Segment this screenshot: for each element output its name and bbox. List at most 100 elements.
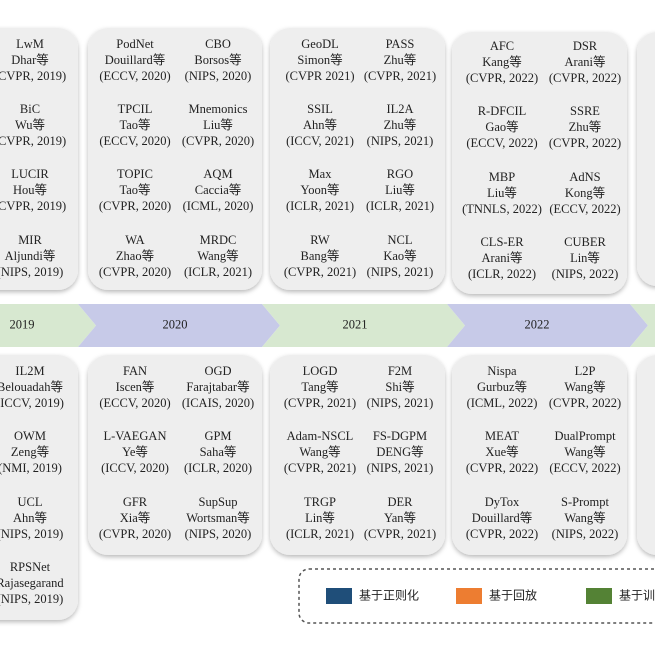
method-name: LwM [16, 37, 44, 51]
method-author: DENG等 [376, 444, 423, 459]
method-name: TRGP [304, 495, 336, 509]
method-name: R-DFCIL [478, 104, 527, 118]
column-box [270, 355, 445, 555]
method-venue: (ECCV, 2020) [99, 134, 170, 148]
method-venue: (ICCV, 2020) [101, 461, 169, 475]
method-name: MEAT [485, 429, 519, 443]
method-author: Rajasegarand [0, 576, 64, 590]
method-name: GeoDL [301, 37, 339, 51]
method-author: Zhu等 [569, 119, 602, 134]
method-venue: (CVPR, 2021) [284, 396, 356, 410]
method-name: DualPrompt [554, 429, 616, 443]
method-venue: (NIPS, 2019) [0, 527, 63, 541]
method-name: Mnemonics [188, 102, 247, 116]
method-name: MBP [489, 170, 515, 184]
legend-label: 基于正则化 [359, 589, 419, 603]
method-name: CBO [205, 37, 231, 51]
method-venue: (NIPS, 2021) [367, 265, 434, 279]
method-name: AFC [490, 39, 514, 53]
method-author: Douillard等 [472, 510, 532, 525]
method-author: Wang等 [564, 444, 605, 459]
method-venue: (NIPS, 2022) [552, 267, 619, 281]
method-name: LUCIR [11, 167, 49, 181]
method-name: GPM [204, 429, 231, 443]
method-name: CLS-ER [480, 235, 524, 249]
method-venue: (NIPS, 2021) [367, 396, 434, 410]
method-venue: (ICML, 2022) [467, 396, 538, 410]
legend-swatch [456, 588, 482, 604]
method-author: Liu等 [487, 185, 517, 200]
method-author: Kong等 [565, 185, 605, 200]
method-name: AQM [203, 167, 232, 181]
method-name: CUBER [564, 235, 606, 249]
method-name: NCL [388, 233, 413, 247]
column-box [637, 355, 655, 555]
method-author: Xue等 [485, 444, 518, 459]
method-author: Ye等 [122, 444, 148, 459]
year-label: 2019 [10, 317, 35, 331]
method-name: IL2M [15, 364, 44, 378]
method-name: SSRE [570, 104, 600, 118]
method-author: Wang等 [197, 248, 238, 263]
method-name: L2P [575, 364, 596, 378]
method-author: Belouadah等 [0, 379, 63, 394]
method-venue: (ICLR, 2021) [184, 265, 252, 279]
method-author: Yoon等 [300, 182, 339, 197]
method-author: Dhar等 [11, 52, 49, 67]
method-venue: (CVPR, 2020) [99, 265, 171, 279]
method-venue: (CVPR, 2021) [364, 527, 436, 541]
method-name: PodNet [116, 37, 154, 51]
method-author: Tao等 [119, 182, 150, 197]
method-name: DER [388, 495, 414, 509]
method-venue: (ICLR, 2021) [366, 199, 434, 213]
method-venue: (CVPR, 2021) [364, 69, 436, 83]
method-name: TPCIL [118, 102, 153, 116]
method-author: Ahn等 [13, 510, 47, 525]
timeline-arrow [78, 304, 280, 347]
method-venue: (CVPR, 2020) [182, 134, 254, 148]
method-name: OWM [14, 429, 46, 443]
method-name: SupSup [199, 495, 238, 509]
method-venue: (CVPR, 2022) [549, 136, 621, 150]
method-author: Caccia等 [195, 182, 242, 197]
method-author: Aljundi等 [5, 248, 56, 263]
method-venue: (ICLR, 2022) [468, 267, 536, 281]
method-author: Simon等 [297, 52, 342, 67]
method-name: OGD [204, 364, 231, 378]
timeline-arrow [0, 304, 96, 347]
method-venue: (ICLR, 2021) [286, 199, 354, 213]
method-name: WA [125, 233, 144, 247]
method-name: DyTox [485, 495, 520, 509]
method-author: Douillard等 [105, 52, 165, 67]
timeline-arrow [262, 304, 465, 347]
method-author: Yan等 [384, 510, 416, 525]
method-author: Tang等 [301, 379, 338, 394]
year-label: 2021 [343, 317, 368, 331]
method-name: RGO [387, 167, 413, 181]
column-box [0, 28, 78, 290]
method-author: Liu等 [203, 117, 233, 132]
method-author: Wang等 [564, 379, 605, 394]
method-author: Lin等 [570, 250, 600, 265]
column-box [452, 32, 627, 294]
method-author: Kao等 [383, 248, 416, 263]
year-label: 2022 [525, 317, 550, 331]
method-author: Ahn等 [303, 117, 337, 132]
method-name: RW [310, 233, 330, 247]
method-venue: (CVPR, 2022) [549, 396, 621, 410]
method-name: S-Prompt [561, 495, 609, 509]
method-venue: (CVPR 2021) [285, 69, 354, 83]
column-box [88, 355, 262, 555]
method-author: Iscen等 [116, 379, 155, 394]
method-author: Gao等 [485, 119, 518, 134]
method-venue: (CVPR, 2019) [0, 134, 66, 148]
method-author: Farajtabar等 [186, 379, 249, 394]
method-venue: (ICLR, 2020) [184, 461, 252, 475]
method-name: SSIL [307, 102, 333, 116]
method-venue: (CVPR, 2020) [99, 527, 171, 541]
column-box [270, 28, 445, 290]
timeline-arrow [630, 304, 655, 347]
method-venue: (CVPR, 2021) [284, 265, 356, 279]
method-author: Wang等 [299, 444, 340, 459]
